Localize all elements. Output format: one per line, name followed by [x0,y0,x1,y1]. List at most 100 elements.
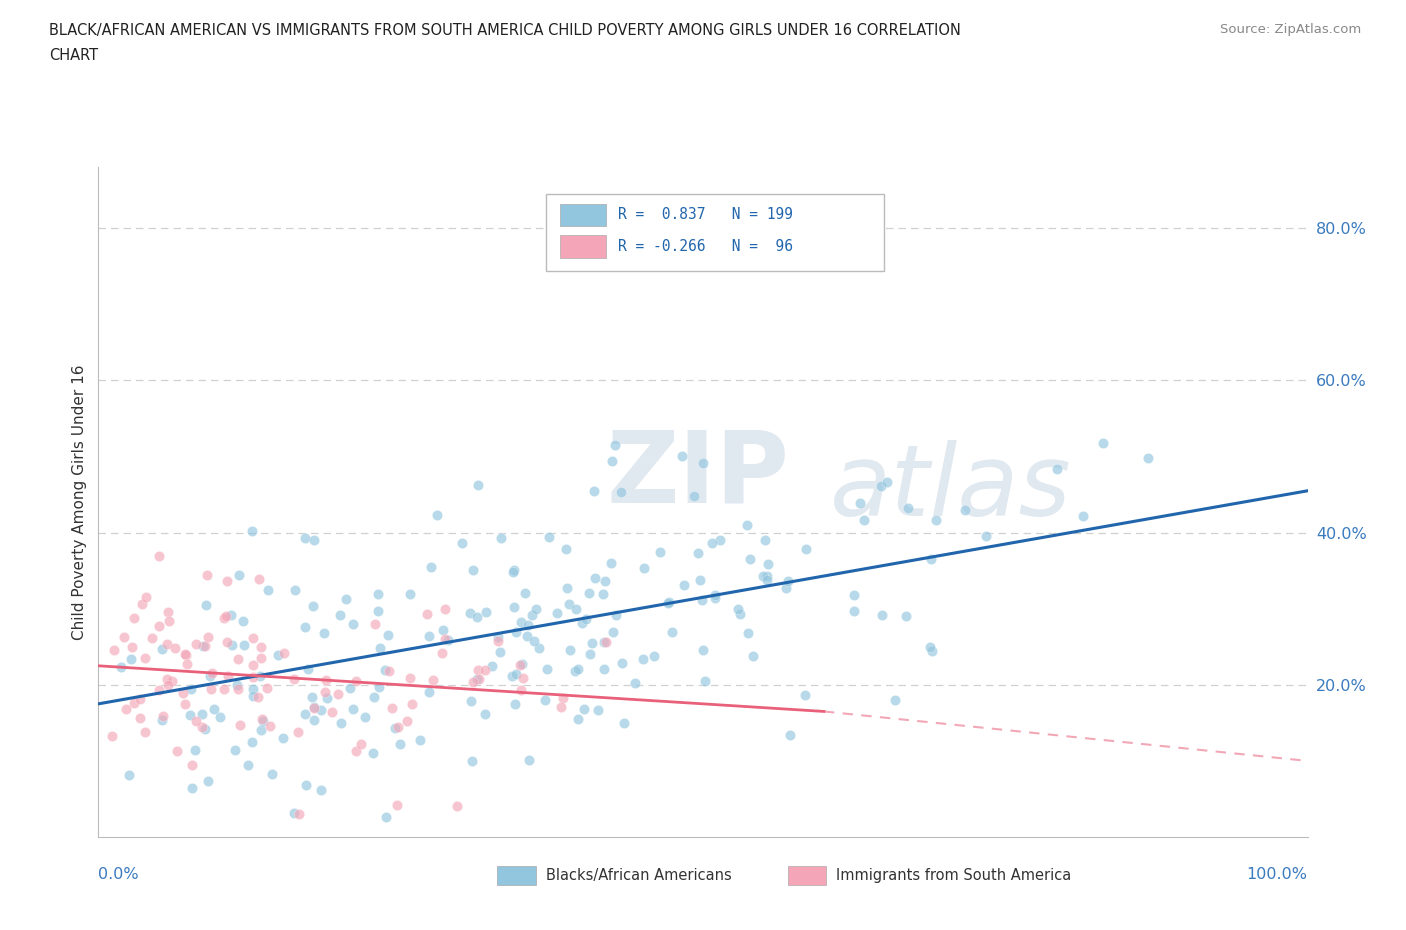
Point [422,673,444,688]
Point [368,641,391,656]
Point [342,701,364,716]
Point [122,696,145,711]
Point [399,671,422,685]
Point [314,626,336,641]
Point [240,735,263,750]
Text: Immigrants from South America: Immigrants from South America [837,869,1071,883]
Point [418,628,440,643]
Point [517,752,540,767]
Point [624,675,647,690]
Point [350,737,373,751]
Point [578,585,600,600]
Point [894,608,917,623]
Point [1046,462,1069,477]
Point [384,721,406,736]
Point [852,512,875,527]
Point [197,774,219,789]
Point [509,658,531,672]
Point [695,673,717,688]
Text: atlas: atlas [830,440,1071,538]
Point [321,705,343,720]
Point [430,645,453,660]
Point [148,683,170,698]
FancyBboxPatch shape [561,204,606,226]
Point [148,618,170,633]
Point [505,667,527,682]
Point [273,645,295,660]
Point [509,683,531,698]
Point [344,744,367,759]
Point [148,549,170,564]
Point [567,711,589,726]
Point [259,719,281,734]
Point [672,578,695,592]
Point [172,685,194,700]
Point [463,675,485,690]
Point [600,454,623,469]
Point [605,607,627,622]
Point [728,606,751,621]
Point [374,663,396,678]
Point [546,605,568,620]
Point [610,485,633,499]
Point [134,650,156,665]
Point [215,608,238,623]
Point [163,641,186,656]
Point [309,783,332,798]
Point [284,582,307,597]
Point [503,563,526,578]
Point [567,661,589,676]
Text: R =  0.837   N = 199: R = 0.837 N = 199 [619,206,793,221]
Point [737,626,759,641]
Point [302,700,325,715]
Point [287,724,309,739]
Point [294,707,316,722]
Point [426,507,449,522]
Point [368,680,391,695]
Point [581,636,603,651]
Text: Source: ZipAtlas.com: Source: ZipAtlas.com [1220,23,1361,36]
Point [180,780,202,795]
Point [389,737,412,751]
Text: Blacks/African Americans: Blacks/African Americans [546,869,731,883]
Point [683,488,706,503]
Point [602,624,624,639]
Point [502,600,524,615]
Point [240,524,263,538]
Point [527,641,550,656]
Point [297,662,319,677]
Point [354,710,377,724]
Point [467,662,489,677]
Point [704,588,727,603]
Point [613,716,636,731]
Point [648,544,671,559]
Point [643,649,665,664]
Point [849,496,872,511]
Text: CHART: CHART [49,48,98,63]
Point [534,693,557,708]
Point [173,646,195,661]
Point [436,632,458,647]
Point [381,700,404,715]
Point [661,624,683,639]
Point [247,571,270,586]
Point [953,502,976,517]
Point [314,684,336,699]
Point [364,617,387,631]
Point [134,724,156,739]
Point [735,517,758,532]
Point [378,664,401,679]
Point [481,658,503,673]
Point [657,596,679,611]
Point [304,700,326,715]
Point [329,715,352,730]
Point [283,671,305,686]
Point [120,652,142,667]
Point [190,720,212,735]
Point [505,624,527,639]
Point [180,682,202,697]
Point [302,599,325,614]
Point [301,689,323,704]
Point [221,638,243,653]
Point [184,637,207,652]
